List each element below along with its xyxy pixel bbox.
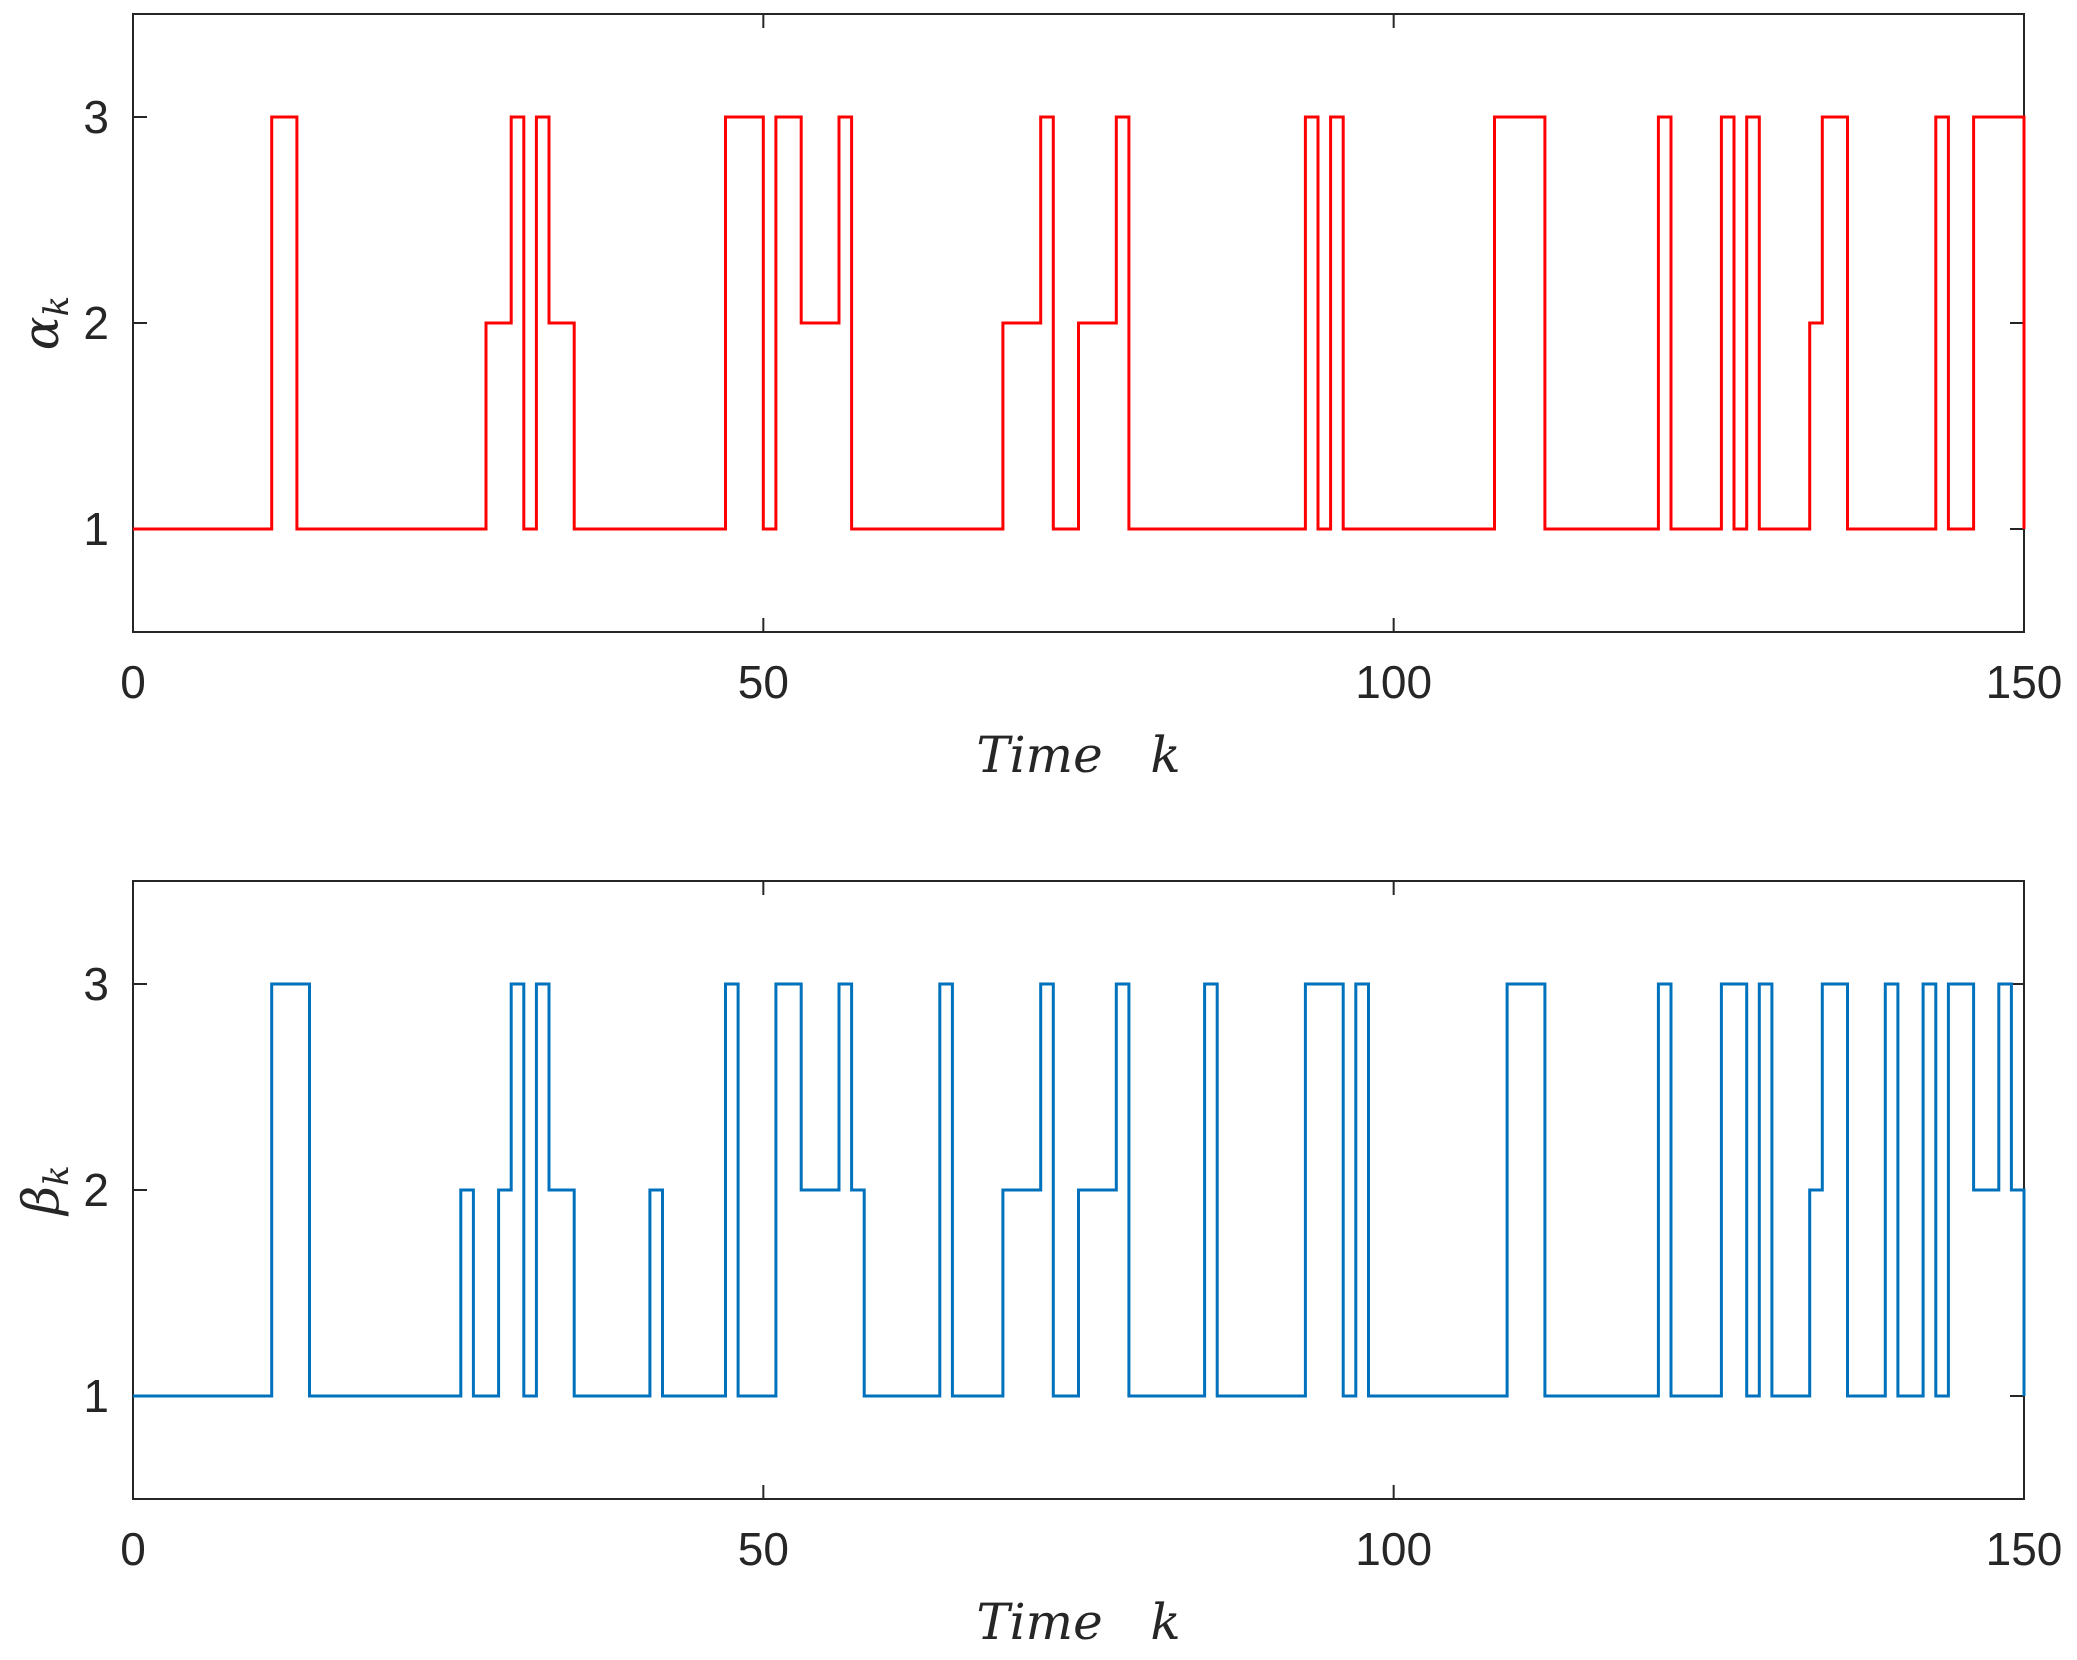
x-tick-label: 100 (1355, 1523, 1432, 1575)
y-tick-label: 3 (83, 91, 109, 143)
x-tick-label: 50 (738, 1523, 789, 1575)
y-axis-title: βk (12, 1165, 77, 1217)
y-axis-subscript: k (37, 1165, 77, 1186)
plot-beta: 0 50 100 150 1 2 3 Time k βk (12, 880, 2063, 1651)
y-tick-label: 3 (83, 958, 109, 1010)
x-tick-label: 0 (120, 1523, 146, 1575)
series-line (133, 982, 2026, 1398)
x-tick-label: 50 (738, 656, 789, 708)
x-axis-title: Time k (976, 726, 1180, 784)
y-tick-label: 1 (83, 503, 109, 555)
x-tick-label: 100 (1355, 656, 1432, 708)
x-tick-label: 0 (120, 656, 146, 708)
y-tick-label: 1 (83, 1370, 109, 1422)
y-axis-subscript: k (37, 296, 77, 317)
y-axis-title: αk (12, 296, 77, 350)
plot-alpha: 0 50 100 150 1 2 3 Time k αk (12, 13, 2063, 784)
y-axis-symbol: β (12, 1186, 70, 1217)
x-tick-label: 150 (1986, 1523, 2063, 1575)
y-tick-label: 2 (83, 1164, 109, 1216)
y-tick-label: 2 (83, 297, 109, 349)
y-axis-symbol: α (12, 316, 70, 350)
x-axis-title: Time k (976, 1593, 1180, 1651)
series-line (133, 115, 2026, 531)
x-tick-label: 150 (1986, 656, 2063, 708)
